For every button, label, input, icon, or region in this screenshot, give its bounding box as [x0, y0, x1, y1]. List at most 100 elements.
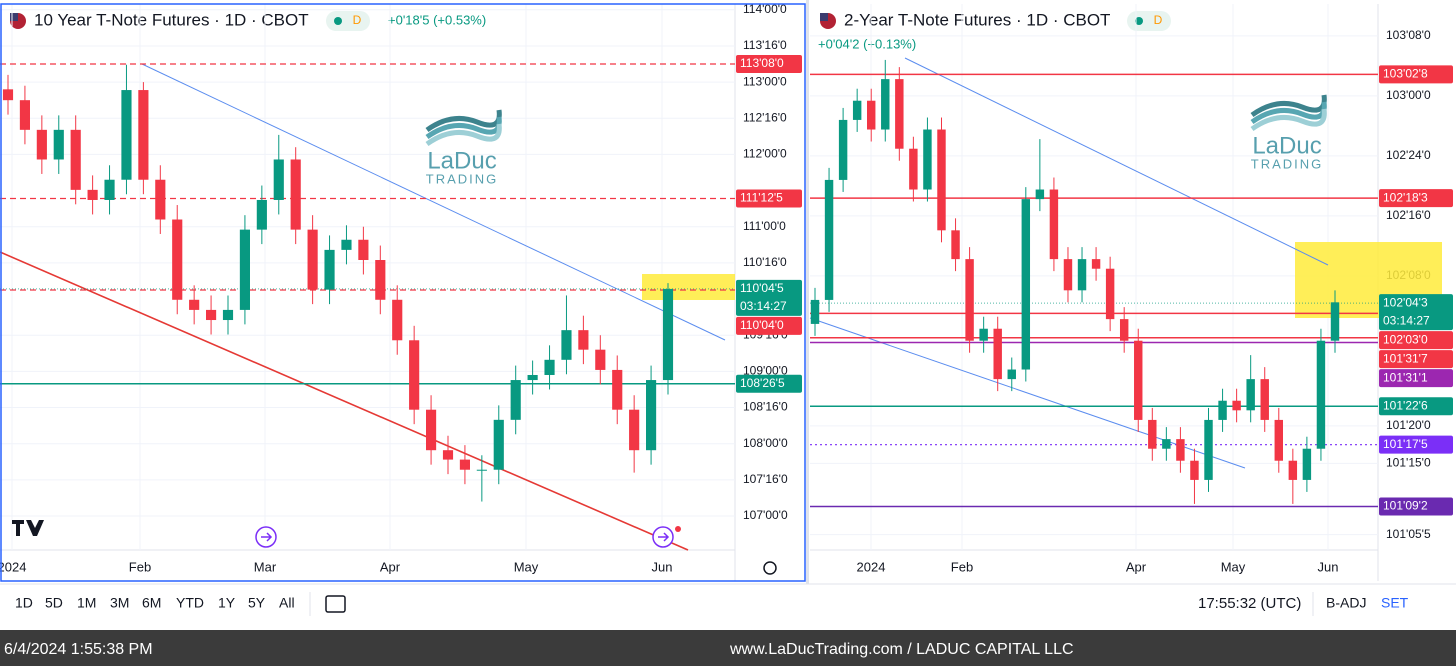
- candle-body: [578, 330, 589, 350]
- event-marker-arrow: [658, 532, 670, 542]
- price-label: 101'17'5: [1383, 437, 1428, 451]
- candle-body: [222, 309, 234, 321]
- chart-layer: 1D 5D 1M 3M 6M YTD 1Y 5Y All 114'00'0 113'16'0 113'…: [0, 2, 1453, 611]
- price-label: 110'04'5: [740, 281, 784, 295]
- candle-body: [895, 79, 904, 149]
- interval-badge: D: [1154, 13, 1163, 27]
- price-label-box: [736, 279, 802, 316]
- trend-line: [0, 251, 689, 551]
- site-credit: www.LaDucTrading.com / LADUC CAPITAL LLC: [729, 641, 1074, 658]
- range-button[interactable]: 6M: [142, 595, 161, 611]
- settings-button[interactable]: SET: [1381, 595, 1409, 611]
- price-label: 101'09'2: [1383, 499, 1428, 513]
- symbol-title: 2-Year T-Note Futures · 1D · CBOT: [844, 10, 1110, 29]
- price-label-box: [1379, 350, 1453, 369]
- x-tick-label: Feb: [129, 559, 151, 574]
- status-pill: [326, 11, 370, 31]
- y-tick-label: 111'00'0: [743, 219, 786, 233]
- price-label-box: [1379, 369, 1453, 388]
- candle-body: [1035, 189, 1045, 200]
- price-label: 103'02'8: [1383, 67, 1428, 81]
- price-label: 101'31'7: [1383, 351, 1428, 365]
- y-tick-label: 114'00'0: [743, 2, 787, 16]
- candle-body: [324, 249, 335, 290]
- candle-body: [1274, 419, 1283, 461]
- candle-body: [951, 230, 960, 260]
- range-button[interactable]: 1D: [15, 595, 33, 611]
- y-tick-label: 112'00'0: [743, 147, 787, 161]
- candle-body: [426, 409, 437, 451]
- range-button[interactable]: 1Y: [218, 595, 236, 611]
- candle-body: [493, 419, 504, 470]
- x-tick-label: 2024: [857, 559, 886, 574]
- footer-bar: [0, 630, 1456, 666]
- candle-body: [121, 90, 132, 180]
- candle-body: [53, 129, 64, 160]
- price-label: 102'04'3: [1383, 295, 1428, 309]
- candle-body: [138, 90, 149, 180]
- price-change: +0'18'5 (+0.53%): [388, 12, 486, 27]
- candle-body: [1246, 379, 1255, 411]
- watermark-name: LaDuc: [427, 147, 496, 174]
- range-button[interactable]: 5Y: [248, 595, 266, 611]
- candle-body: [965, 259, 974, 341]
- flag-icon: [820, 13, 828, 21]
- price-label: 101'22'6: [1383, 398, 1428, 412]
- candle-body: [881, 79, 890, 130]
- logo-wave: [425, 123, 502, 147]
- candle-body: [646, 380, 657, 451]
- candle-body: [87, 189, 98, 200]
- price-label: 102'03'0: [1383, 332, 1428, 346]
- candle-body: [629, 409, 640, 451]
- range-button[interactable]: 3M: [110, 595, 129, 611]
- price-label-box: [1379, 497, 1453, 516]
- y-tick-label: 108'16'0: [743, 400, 788, 414]
- candle-body: [810, 299, 820, 324]
- candle-body: [375, 260, 386, 300]
- candle-body: [544, 359, 555, 375]
- candle-body: [993, 328, 1002, 380]
- candle-body: [527, 374, 538, 381]
- watermark-name: LaDuc: [1252, 132, 1321, 159]
- logo-wave: [1250, 108, 1327, 132]
- candle-body: [1204, 419, 1213, 480]
- candle-body: [172, 219, 183, 300]
- y-tick-label: 109'00'0: [743, 364, 788, 378]
- candle-body: [1218, 400, 1227, 420]
- price-label-box: [736, 316, 802, 335]
- candle-body: [1190, 460, 1199, 480]
- x-tick-label: 2024: [0, 559, 26, 574]
- date-range-button[interactable]: [325, 595, 346, 613]
- price-label: 113'08'0: [740, 56, 784, 70]
- event-marker-arrow: [261, 532, 273, 542]
- price-label-box: [1379, 65, 1453, 84]
- price-label-box: [1379, 331, 1453, 350]
- candle-body: [937, 129, 946, 231]
- candle-body: [476, 469, 487, 471]
- highlight-zone: [642, 274, 735, 300]
- price-label-box: [1379, 435, 1453, 454]
- candle-body: [104, 179, 115, 200]
- settings-gear[interactable]: [763, 561, 777, 575]
- y-tick-label: 107'16'0: [743, 472, 788, 486]
- candle-body: [19, 100, 30, 130]
- x-tick-label: Jun: [1318, 559, 1339, 574]
- adjust-button[interactable]: B-ADJ: [1326, 595, 1366, 611]
- candle-body: [1148, 419, 1157, 449]
- x-tick-label: Feb: [951, 559, 973, 574]
- candle-body: [273, 159, 284, 200]
- range-button[interactable]: 1M: [77, 595, 96, 611]
- range-button[interactable]: 5D: [45, 595, 63, 611]
- range-button[interactable]: YTD: [176, 595, 204, 611]
- candle-body: [561, 330, 572, 360]
- candle-body: [510, 380, 521, 420]
- candle-body: [206, 309, 217, 321]
- status-pill: [1127, 11, 1171, 31]
- range-button[interactable]: All: [279, 595, 295, 611]
- timestamp: 6/4/2024 1:55:38 PM: [4, 641, 153, 658]
- x-tick-label: Mar: [254, 559, 277, 574]
- candle-body: [1176, 439, 1185, 461]
